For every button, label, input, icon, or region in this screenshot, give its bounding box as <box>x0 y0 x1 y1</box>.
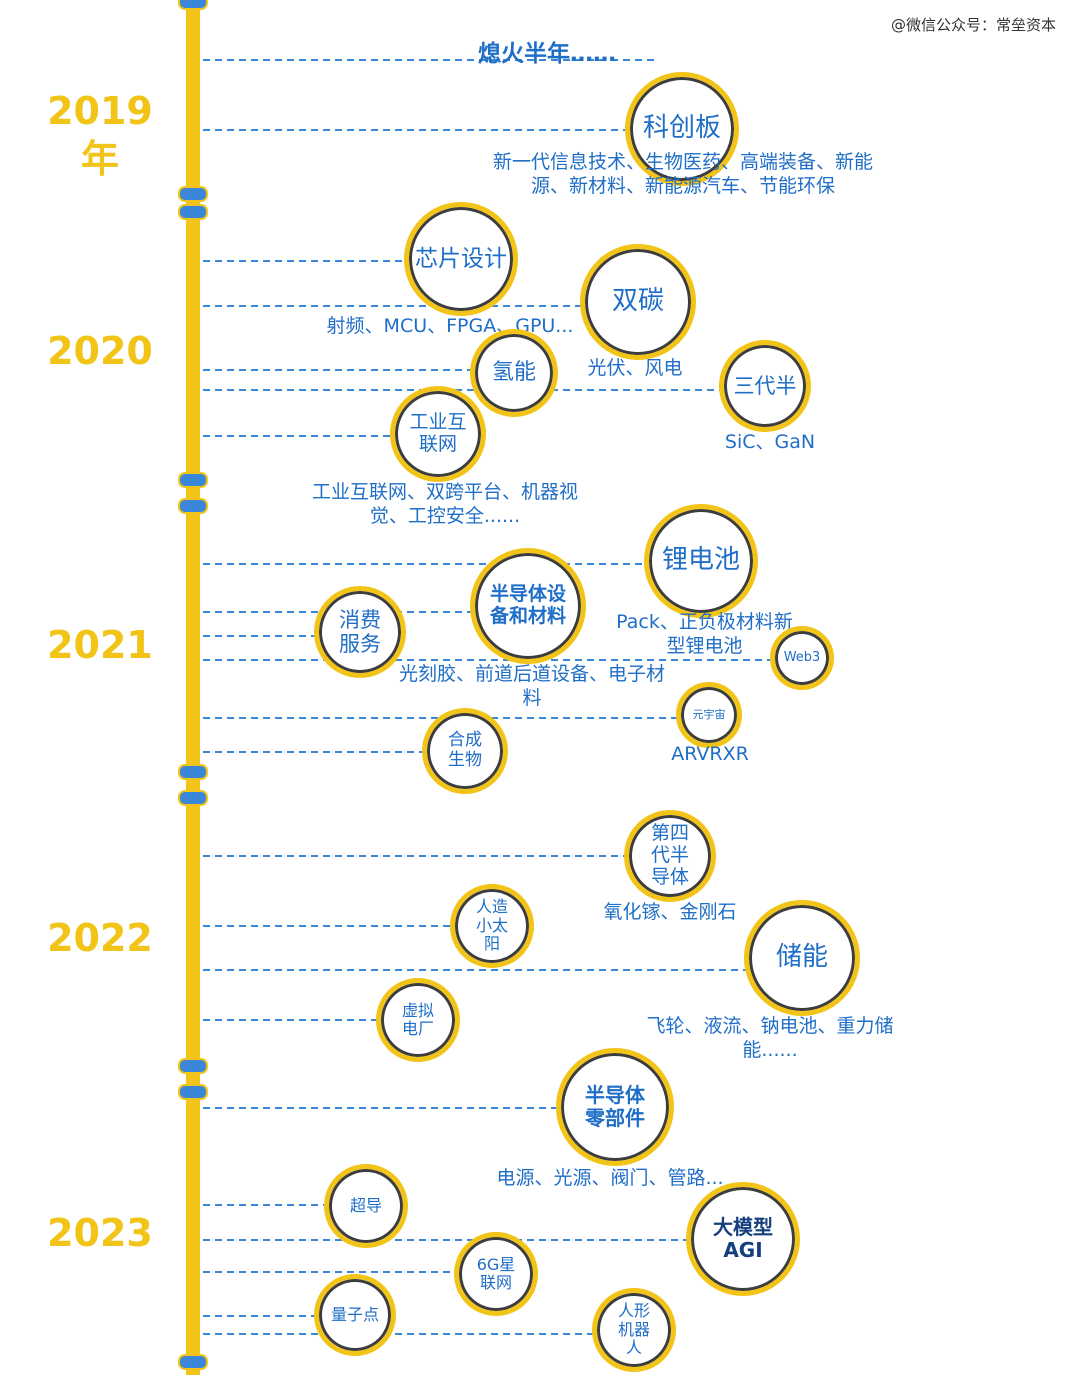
axis-node <box>178 472 208 488</box>
watermark: @微信公众号：常垒资本 <box>890 16 1056 34</box>
desc-energy-storage: 飞轮、液流、钠电池、重力储能...... <box>646 1015 894 1061</box>
year-label-2022: 2022 <box>47 916 153 960</box>
year-label-2019: 2019 <box>47 89 153 133</box>
desc-double-carbon: 光伏、风电 <box>587 357 683 379</box>
circle-large-model: 大模型AGI <box>686 1182 800 1296</box>
axis-node <box>178 186 208 202</box>
desc-fourth-gen: 氧化镓、金刚石 <box>603 901 737 923</box>
axis-node <box>178 204 208 220</box>
year-label-2023: 2023 <box>47 1211 153 1255</box>
desc-industrial-net: 工业互联网、双跨平台、机器视觉、工控安全...... <box>311 481 578 527</box>
year-label-2020: 2020 <box>47 329 153 373</box>
circle-quantum-dot: 量子点 <box>314 1274 396 1356</box>
axis-node <box>178 790 208 806</box>
circle-artificial-sun: 人造小太阳 <box>450 884 534 968</box>
desc-semi-equip: 光刻胶、前道后道设备、电子材料 <box>398 663 665 709</box>
circle-metaverse: 元宇宙 <box>676 682 742 748</box>
axis-node <box>178 1058 208 1074</box>
circle-humanoid: 人形机器人 <box>592 1288 676 1372</box>
year-label-2019-suffix: 年 <box>80 137 119 181</box>
axis-node <box>178 0 208 10</box>
desc-third-gen: SiC、GaN <box>724 431 816 453</box>
circle-web3: Web3 <box>770 626 834 690</box>
desc-kechuangban: 新一代信息技术、生物医药、高端装备、新能源、新材料、新能源汽车、节能环保 <box>492 151 873 197</box>
axis-node <box>178 1354 208 1370</box>
circle-kechuangban: 科创板 <box>625 72 739 186</box>
circle-semi-equip: 半导体设备和材料 <box>470 548 586 664</box>
axis-node <box>178 1084 208 1100</box>
circle-li-battery: 锂电池 <box>644 504 758 618</box>
circle-synbio: 合成生物 <box>422 708 508 794</box>
desc-li-battery: Pack、正负极材料新型锂电池 <box>616 611 793 657</box>
desc-metaverse: ARVRXR <box>671 743 749 765</box>
circle-industrial-net: 工业互联网 <box>390 386 486 482</box>
circle-6g: 6G星联网 <box>454 1232 538 1316</box>
circle-third-gen: 三代半 <box>719 340 811 432</box>
timeline-axis <box>186 0 200 1375</box>
desc-chip-design: 射频、MCU、FPGA、GPU... <box>326 315 574 337</box>
circle-virtual-plant: 虚拟电厂 <box>376 978 460 1062</box>
circle-energy-storage: 储能 <box>744 900 860 1016</box>
circle-double-carbon: 双碳 <box>580 244 696 360</box>
circle-superconduct: 超导 <box>324 1164 408 1248</box>
circle-hydrogen: 氢能 <box>470 329 558 417</box>
circle-consumer-service: 消费服务 <box>314 586 406 678</box>
circle-chip-design: 芯片设计 <box>404 202 518 316</box>
desc-semi-parts: 电源、光源、阀门、管路... <box>496 1167 724 1189</box>
circle-semi-parts: 半导体零部件 <box>556 1048 674 1166</box>
circle-fourth-gen: 第四代半导体 <box>624 810 716 902</box>
axis-node <box>178 764 208 780</box>
year-label-2021: 2021 <box>47 623 153 667</box>
timeline-title: 熄火半年…… <box>478 41 616 67</box>
axis-node <box>178 498 208 514</box>
